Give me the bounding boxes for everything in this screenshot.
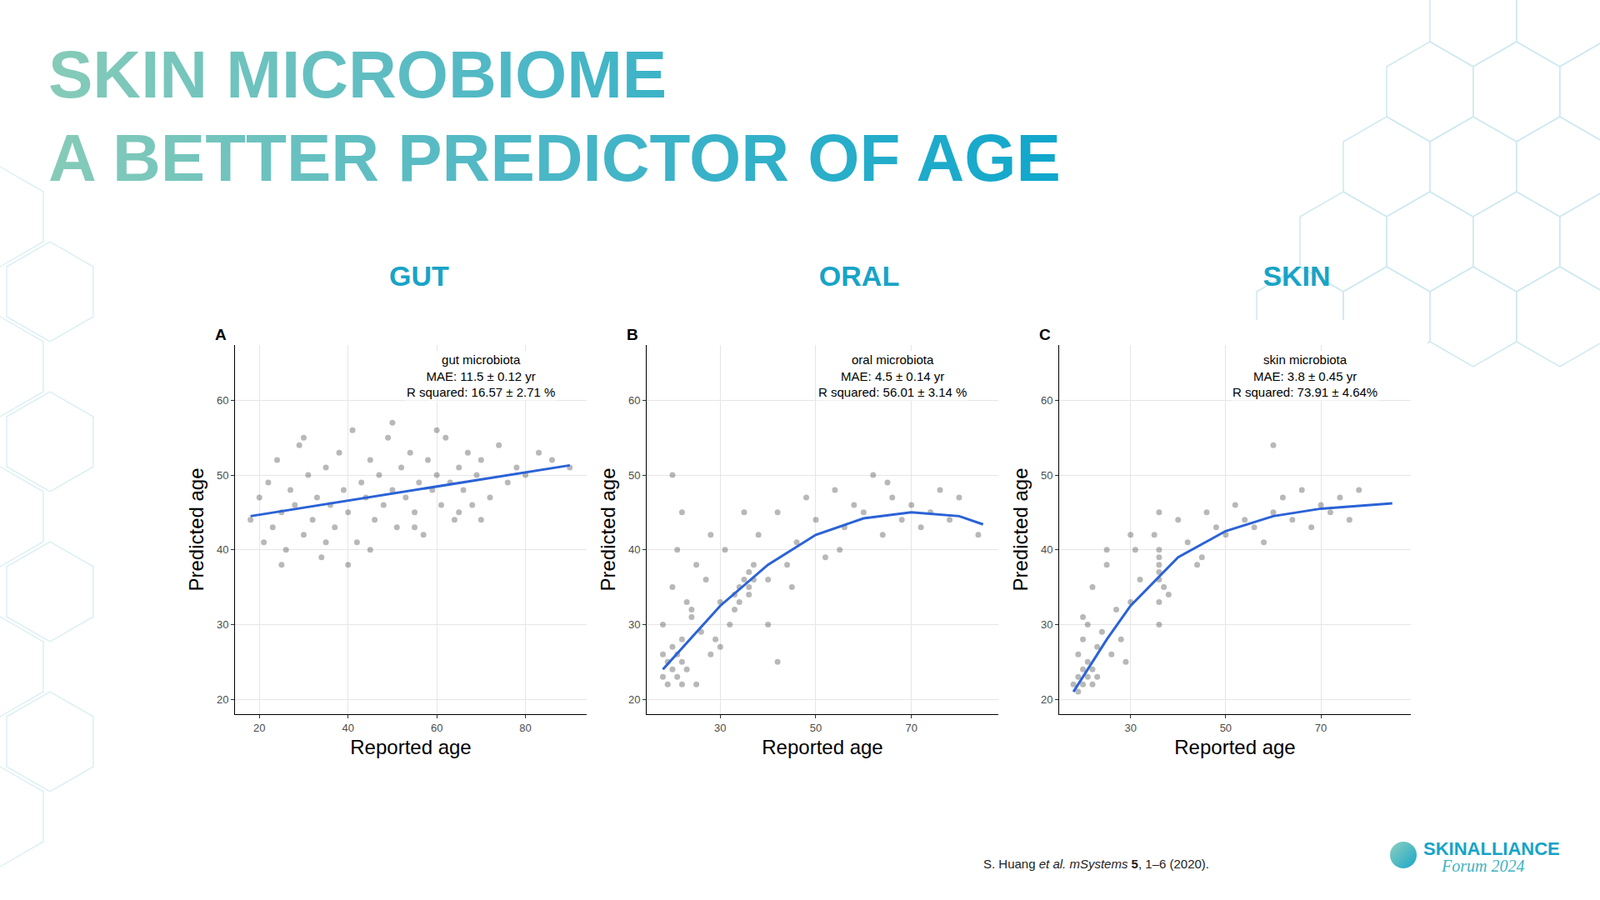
- svg-text:B: B: [626, 325, 639, 344]
- svg-text:C: C: [1039, 325, 1051, 344]
- svg-text:Reported age: Reported age: [1174, 735, 1295, 759]
- svg-text:60: 60: [430, 721, 443, 735]
- svg-text:gut microbiotaMAE: 11.5 ± 0.12: gut microbiotaMAE: 11.5 ± 0.12 yrR squar…: [406, 352, 555, 400]
- svg-text:40: 40: [628, 543, 640, 556]
- svg-text:50: 50: [810, 721, 822, 735]
- svg-text:80: 80: [519, 721, 531, 735]
- svg-text:70: 70: [905, 721, 917, 735]
- html-text:Forum 2024: Forum 2024: [1441, 856, 1525, 875]
- svg-text:A: A: [215, 325, 227, 344]
- svg-text:20: 20: [216, 693, 229, 706]
- svg-text:20: 20: [253, 721, 265, 735]
- svg-text:oral microbiotaMAE: 4.5 ± 0.14: oral microbiotaMAE: 4.5 ± 0.14 yrR squar…: [818, 352, 967, 400]
- html-text:SKIN: SKIN: [1262, 260, 1331, 292]
- svg-text:50: 50: [1220, 721, 1232, 735]
- html-text:SKIN MICROBIOME: SKIN MICROBIOME: [48, 37, 667, 112]
- svg-text:Reported age: Reported age: [350, 735, 471, 759]
- svg-text:30: 30: [1124, 721, 1136, 735]
- svg-text:Predicted age: Predicted age: [1009, 467, 1032, 591]
- html-text:SKINALLIANCE: SKINALLIANCE: [1423, 838, 1560, 860]
- svg-text:70: 70: [1315, 721, 1327, 735]
- svg-text:30: 30: [1040, 618, 1053, 631]
- svg-text:20: 20: [628, 693, 640, 706]
- svg-text:40: 40: [341, 721, 354, 735]
- svg-text:30: 30: [714, 721, 726, 735]
- html-text:ORAL: ORAL: [819, 260, 900, 292]
- svg-text:40: 40: [1040, 543, 1053, 556]
- svg-text:Predicted age: Predicted age: [185, 467, 208, 591]
- svg-text:60: 60: [1040, 394, 1053, 407]
- svg-text:40: 40: [216, 543, 229, 556]
- html-text:S. Huang et al. mSystems 5, 1–: S. Huang et al. mSystems 5, 1–6 (2020).: [983, 856, 1210, 871]
- svg-text:30: 30: [216, 618, 229, 631]
- html-text:A BETTER PREDICTOR OF AGE: A BETTER PREDICTOR OF AGE: [48, 120, 1061, 195]
- svg-text:60: 60: [628, 394, 640, 407]
- svg-text:20: 20: [1040, 693, 1053, 706]
- svg-text:Predicted age: Predicted age: [596, 467, 620, 591]
- svg-text:60: 60: [216, 394, 229, 407]
- svg-text:skin microbiotaMAE: 3.8 ± 0.45: skin microbiotaMAE: 3.8 ± 0.45 yrR squar…: [1232, 352, 1378, 400]
- svg-text:Reported age: Reported age: [761, 735, 883, 759]
- svg-text:50: 50: [1040, 469, 1053, 482]
- svg-text:30: 30: [628, 618, 640, 631]
- html-text:GUT: GUT: [389, 260, 450, 292]
- svg-text:50: 50: [216, 469, 229, 482]
- svg-text:50: 50: [628, 469, 640, 482]
